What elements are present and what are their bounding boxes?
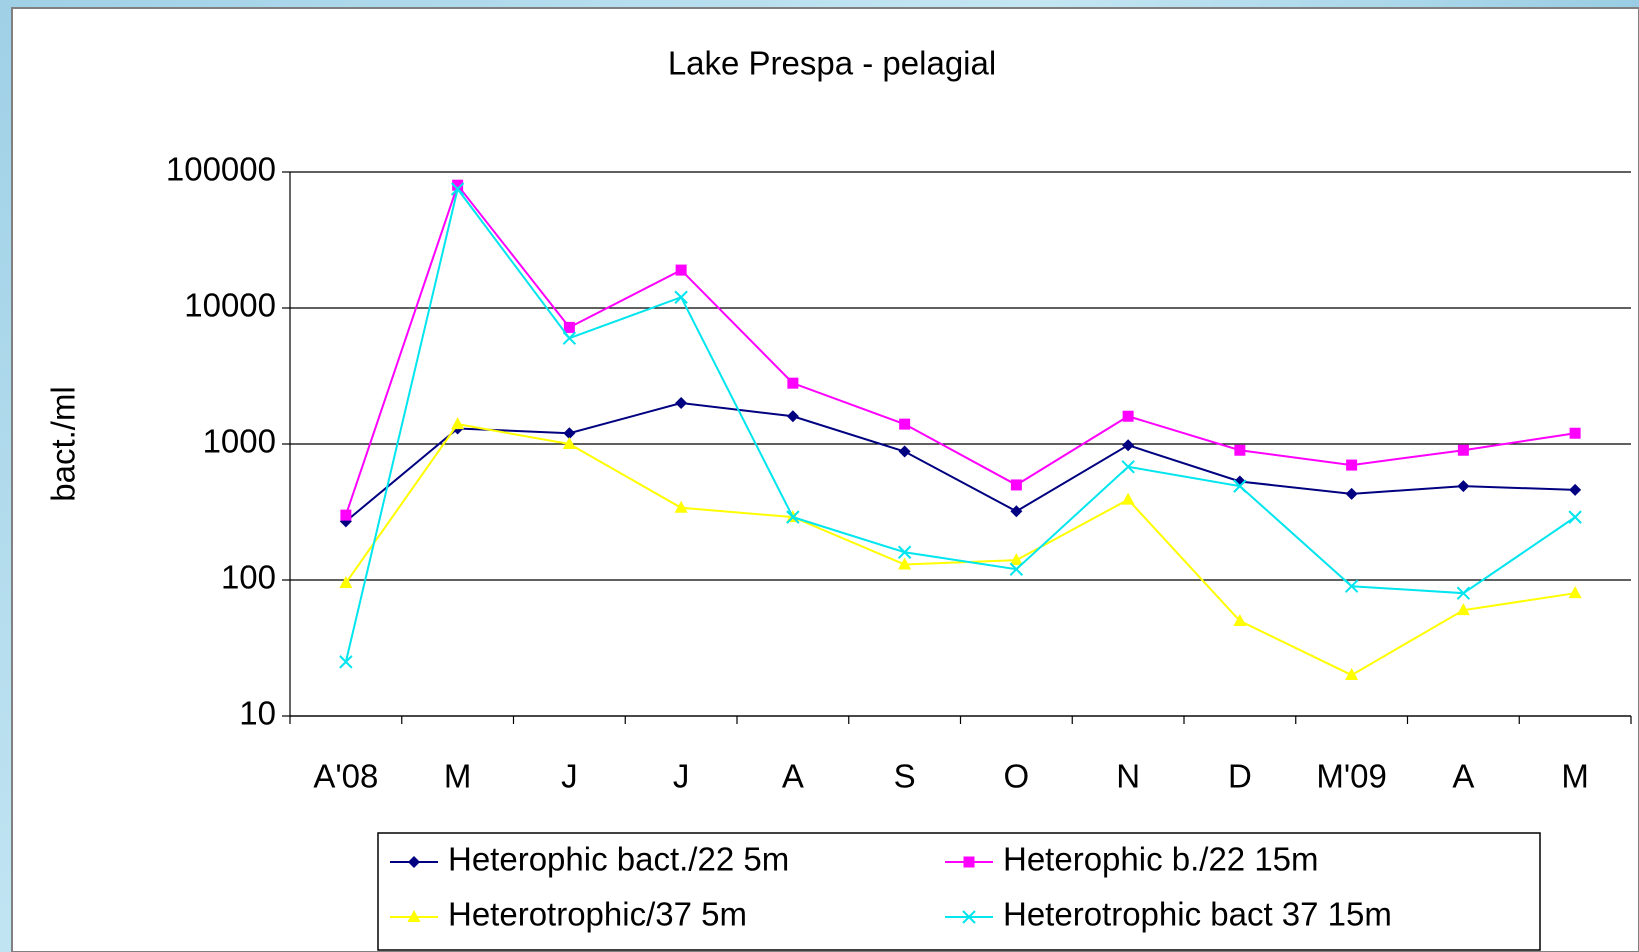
series-line	[345, 402, 1576, 523]
marker	[1121, 492, 1135, 505]
marker	[1233, 613, 1247, 626]
legend-label: Heterotrophic bact 37 15m	[1003, 896, 1392, 933]
x-tick-label: M	[1561, 758, 1589, 795]
x-tick-label: D	[1228, 758, 1252, 795]
x-tick-label: A'08	[313, 758, 378, 795]
x-tick-label: N	[1116, 758, 1140, 795]
legend-box	[377, 832, 1541, 951]
y-tick-label: 10000	[184, 287, 276, 324]
series-line	[344, 186, 1576, 663]
marker	[898, 557, 912, 570]
marker	[1234, 444, 1246, 456]
marker	[898, 445, 911, 458]
marker	[1010, 505, 1023, 518]
marker	[1569, 427, 1581, 439]
marker	[562, 331, 577, 345]
marker	[674, 500, 688, 513]
legend-marker	[407, 910, 421, 922]
legend-marker	[963, 856, 975, 868]
marker	[1121, 460, 1135, 474]
chart-panel	[11, 7, 1639, 952]
x-tick-label: M	[444, 758, 472, 795]
marker	[1568, 586, 1582, 599]
marker	[1122, 439, 1135, 452]
x-tick-label: O	[1004, 758, 1030, 795]
marker	[1345, 487, 1358, 500]
marker	[562, 437, 576, 449]
marker	[1344, 579, 1359, 593]
marker	[451, 417, 465, 430]
marker	[1345, 668, 1359, 681]
marker	[675, 264, 687, 276]
marker	[339, 576, 353, 589]
marker	[563, 321, 575, 333]
marker	[674, 290, 688, 304]
x-tick-label: A	[782, 758, 804, 795]
marker	[563, 427, 576, 440]
x-tick-label: A	[1452, 758, 1474, 795]
marker	[1456, 603, 1470, 616]
x-tick-label: M'09	[1316, 758, 1387, 795]
y-tick-label: 100	[221, 559, 276, 596]
marker	[1569, 483, 1582, 496]
marker	[1346, 459, 1358, 471]
x-tick-label: J	[673, 758, 690, 795]
x-tick-label: S	[894, 758, 916, 795]
legend-label: Heterophic b./22 15m	[1003, 841, 1319, 878]
marker	[675, 397, 688, 410]
y-tick-label: 10	[239, 695, 276, 732]
marker	[786, 410, 799, 423]
marker	[897, 545, 912, 559]
legend-label: Heterophic bact./22 5m	[448, 841, 789, 878]
marker	[786, 510, 800, 524]
marker	[1010, 479, 1022, 491]
chart-title: Lake Prespa - pelagial	[668, 45, 996, 82]
marker	[450, 182, 465, 196]
marker	[340, 509, 352, 521]
y-tick-label: 100000	[166, 151, 276, 188]
marker	[1457, 444, 1469, 456]
legend-marker	[962, 910, 976, 924]
marker	[1009, 553, 1023, 566]
marker	[1233, 479, 1247, 493]
marker	[1009, 562, 1024, 576]
marker	[787, 377, 799, 389]
x-tick-label: J	[561, 758, 578, 795]
legend-label: Heterotrophic/37 5m	[448, 896, 747, 933]
marker	[1456, 586, 1471, 600]
y-axis-label: bact./ml	[45, 386, 82, 502]
series-line	[344, 183, 1576, 516]
marker	[1122, 410, 1134, 422]
marker	[452, 179, 464, 191]
marker	[899, 418, 911, 430]
series-line	[345, 423, 1576, 677]
marker	[1457, 480, 1470, 493]
marker	[339, 655, 353, 669]
legend-marker	[408, 856, 420, 868]
marker	[1568, 510, 1582, 524]
y-tick-label: 1000	[203, 423, 276, 460]
